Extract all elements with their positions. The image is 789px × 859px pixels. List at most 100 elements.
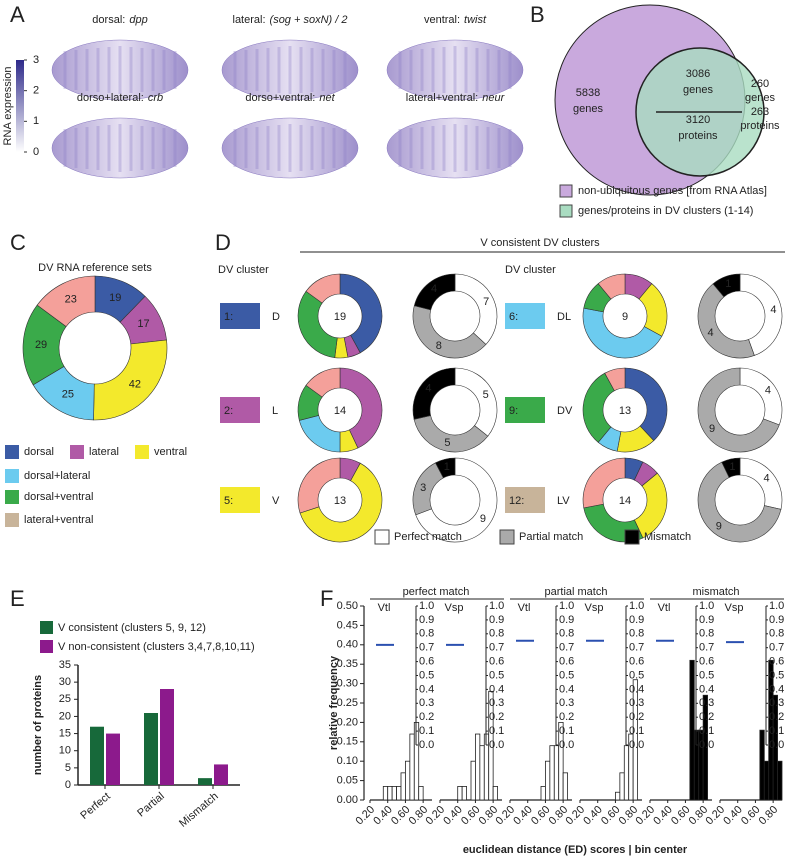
inset-tick-label: 0.1 xyxy=(629,725,644,737)
inset-tick-label: 0.8 xyxy=(559,628,574,640)
inset-tick-label: 1.0 xyxy=(419,600,434,612)
match-label: 1 xyxy=(444,461,450,473)
cluster-total: 13 xyxy=(334,495,346,507)
histogram-bar xyxy=(553,745,560,801)
legend-swatch xyxy=(5,513,19,527)
y-tick-label: 10 xyxy=(59,745,71,757)
match-label: 5 xyxy=(444,437,450,449)
inset-tick-label: 0.7 xyxy=(419,642,434,654)
embryo-image xyxy=(386,39,524,101)
histogram-bar xyxy=(488,690,494,801)
inset-tick-label: 0.5 xyxy=(699,669,714,681)
panel-label: C xyxy=(10,230,26,255)
cluster-badge xyxy=(505,487,545,513)
cluster-total: 13 xyxy=(619,405,631,417)
inset-tick-label: 0.8 xyxy=(769,628,784,640)
embryo-prefix: dorso+lateral: xyxy=(77,92,144,104)
embryo-gene: crb xyxy=(148,92,163,104)
legend-swatch xyxy=(40,621,53,634)
venn-text: proteins xyxy=(678,130,718,142)
match-label: 9 xyxy=(709,423,715,435)
composition-segment xyxy=(298,415,341,453)
match-segment xyxy=(697,283,755,359)
histogram-bar xyxy=(470,760,476,801)
cluster-id: 6: xyxy=(509,311,518,323)
embryo-gene: twist xyxy=(464,14,487,26)
data-label: 42 xyxy=(129,378,141,390)
bar xyxy=(144,713,158,785)
y-tick-label: 0.45 xyxy=(337,619,358,631)
legend-label: dorsal+lateral xyxy=(24,470,90,482)
inset-tick-label: 1.0 xyxy=(769,600,784,612)
histogram-bar xyxy=(759,729,765,801)
colorbar xyxy=(16,60,24,152)
inset-tick-label: 0.9 xyxy=(629,614,644,626)
histogram-bar xyxy=(418,786,424,801)
panel-label: F xyxy=(320,586,333,611)
match-segment xyxy=(739,457,783,510)
cluster-id: 9: xyxy=(509,405,518,417)
cluster-heading: DV cluster xyxy=(505,264,556,276)
y-tick-label: 0.40 xyxy=(337,639,358,651)
cluster-total: 19 xyxy=(334,311,346,323)
bar xyxy=(106,733,120,785)
match-segment xyxy=(413,273,456,311)
legend-label: genes/proteins in DV clusters (1-14) xyxy=(578,205,753,217)
histogram-bar xyxy=(492,786,498,801)
cluster-name: LV xyxy=(557,495,570,507)
match-label: 7 xyxy=(483,296,489,308)
x-axis-label: euclidean distance (ED) scores | bin cen… xyxy=(463,844,688,856)
y-tick-label: 0.30 xyxy=(337,678,358,690)
legend-label: dorsal xyxy=(24,446,54,458)
inset-tick-label: 0.8 xyxy=(489,628,504,640)
embryo-title: dorso+ventral: net xyxy=(245,92,335,104)
inset-tick-label: 0.9 xyxy=(419,614,434,626)
inset-tick-label: 0.6 xyxy=(769,656,784,668)
bar xyxy=(90,726,104,785)
y-tick-label: 30 xyxy=(59,676,71,688)
inset-tick-label: 0.4 xyxy=(489,683,504,695)
histogram-bar xyxy=(777,760,783,801)
cluster-badge xyxy=(220,487,260,513)
inset-tick-label: 0.1 xyxy=(489,725,504,737)
match-segment xyxy=(739,367,783,426)
legend-swatch xyxy=(70,445,84,459)
embryo-prefix: lateral: xyxy=(233,14,266,26)
embryo-image xyxy=(51,39,189,101)
composition-segment xyxy=(297,290,338,359)
inset-tick-label: 0.2 xyxy=(489,711,504,723)
group-title: partial match xyxy=(545,586,608,598)
y-tick-label: 0.00 xyxy=(337,794,358,806)
inset-tick-label: 0.0 xyxy=(699,739,714,751)
match-segment xyxy=(415,457,498,543)
inset-name: Vtl xyxy=(378,602,391,614)
legend-swatch xyxy=(624,529,640,545)
inset-tick-label: 0.1 xyxy=(769,725,784,737)
embryo-image xyxy=(386,117,524,179)
legend-label: Mismatch xyxy=(644,531,691,543)
inset-tick-label: 0.5 xyxy=(489,669,504,681)
match-segment xyxy=(739,273,783,356)
y-tick-label: 15 xyxy=(59,727,71,739)
cluster-name: DL xyxy=(557,311,571,323)
match-label: 4 xyxy=(764,473,770,485)
inset-tick-label: 0.6 xyxy=(629,656,644,668)
match-segment xyxy=(412,462,444,516)
cluster-badge xyxy=(505,303,545,329)
inset-tick-label: 0.3 xyxy=(419,697,434,709)
embryo-image xyxy=(51,117,189,179)
inset-tick-label: 0.4 xyxy=(769,683,784,695)
inset-tick-label: 0.8 xyxy=(629,628,644,640)
inset-tick-label: 1.0 xyxy=(629,600,644,612)
cluster-name: DV xyxy=(557,405,573,417)
donut-segment xyxy=(36,275,96,327)
inset-tick-label: 0.3 xyxy=(769,697,784,709)
y-tick-label: 0 xyxy=(65,779,71,791)
inset-tick-label: 0.5 xyxy=(559,669,574,681)
cluster-id: 5: xyxy=(224,495,233,507)
histogram-bar xyxy=(549,745,555,801)
bar xyxy=(198,778,212,785)
venn-text: genes xyxy=(573,103,603,115)
histogram-bar xyxy=(540,786,546,801)
inset-name: Vsp xyxy=(725,602,744,614)
